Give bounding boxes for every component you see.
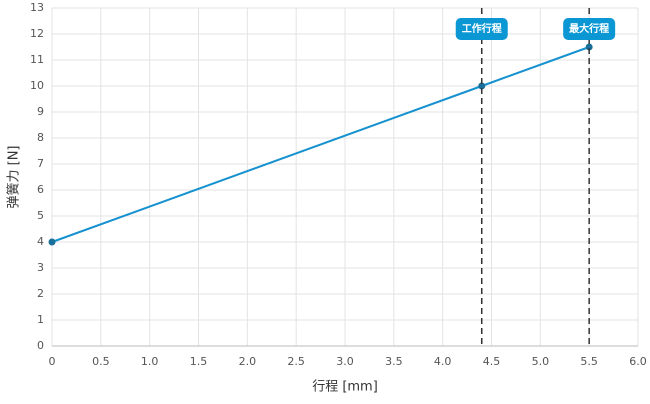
line [51,46,590,243]
x-tick-label: 6.0 [629,355,647,368]
x-tick-label: 3.5 [385,355,403,368]
y-tick-label: 4 [37,235,44,248]
x-tick-label: 2.5 [287,355,305,368]
x-tick-label: 5.5 [580,355,598,368]
x-tick-label: 4.0 [434,355,452,368]
y-tick-label: 3 [37,261,44,274]
y-tick-label: 7 [37,157,44,170]
marker-badge [563,18,616,40]
y-axis-label: 弹簧力 [N] [6,145,22,208]
marker-label: 工作行程 [462,22,502,35]
y-tick-label: 5 [37,209,44,222]
y-tick-label: 6 [37,183,44,196]
y-tick-label: 8 [37,131,44,144]
y-tick-label: 1 [37,313,44,326]
marker-label: 最大行程 [569,22,609,35]
point [48,238,56,246]
marker-badge [455,18,508,40]
point [585,43,593,51]
x-tick-label: 0 [49,355,56,368]
x-tick-label: 4.5 [483,355,501,368]
x-tick-label: 5.0 [532,355,550,368]
y-tick-label: 11 [30,53,44,66]
y-tick-label: 9 [37,105,44,118]
y-tick-label: 2 [37,287,44,300]
x-tick-label: 3.0 [336,355,354,368]
x-tick-label: 0.5 [92,355,110,368]
x-axis-label: 行程 [mm] [312,380,378,395]
y-tick-label: 0 [37,339,44,352]
y-tick-label: 10 [30,79,44,92]
x-tick-label: 2.0 [239,355,257,368]
y-tick-label: 13 [30,1,44,14]
y-tick-label: 12 [30,27,44,40]
point [478,82,486,90]
x-tick-label: 1.5 [190,355,208,368]
x-tick-label: 1.0 [141,355,159,368]
